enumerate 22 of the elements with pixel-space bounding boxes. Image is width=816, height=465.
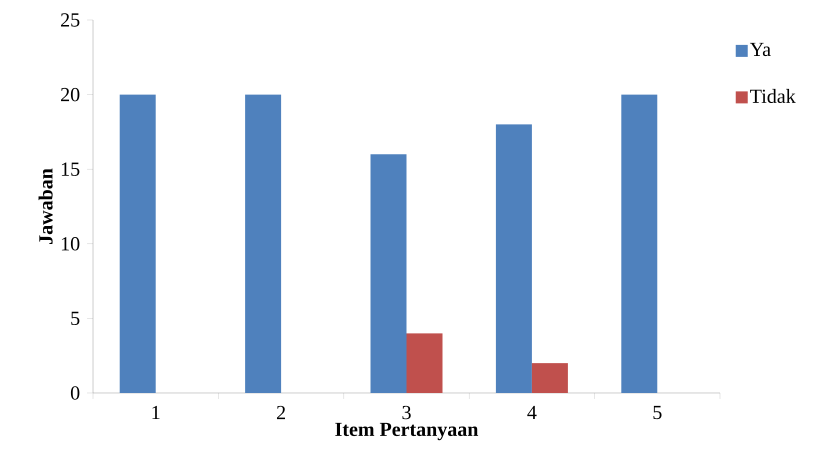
bar — [245, 94, 282, 393]
bar — [621, 94, 658, 393]
y-tick-label: 10 — [62, 237, 80, 251]
x-tick-label: 4 — [527, 406, 537, 420]
bar — [406, 333, 443, 393]
bar — [532, 363, 568, 393]
x-axis-title: Item Pertanyaan — [335, 422, 478, 440]
bar — [120, 94, 156, 393]
x-tick-label: 3 — [402, 406, 411, 420]
legend-label: Tidak — [750, 88, 796, 104]
x-tick-label: 1 — [152, 406, 160, 420]
x-tick-label: 2 — [276, 406, 285, 420]
bar — [370, 154, 407, 393]
y-axis-title: Jawaban — [38, 168, 53, 244]
legend-label: Ya — [750, 42, 771, 56]
y-tick-label: 5 — [71, 312, 80, 326]
y-tick-label: 15 — [62, 162, 80, 176]
y-tick-label: 0 — [70, 386, 80, 400]
y-tick-label: 20 — [61, 88, 80, 102]
x-tick-label: 5 — [653, 406, 662, 420]
bar — [496, 124, 532, 393]
y-tick-label: 25 — [61, 13, 80, 27]
